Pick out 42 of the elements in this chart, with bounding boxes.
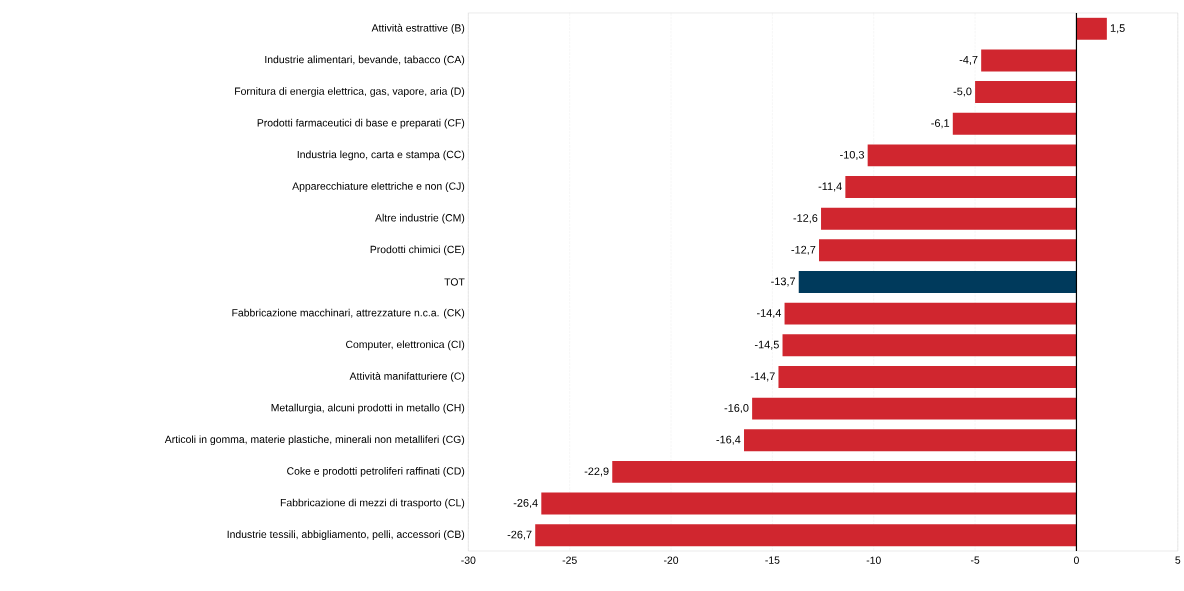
y-tick-label: TOT xyxy=(444,278,465,286)
x-tick-label: -20 xyxy=(663,556,679,564)
y-tick-label: Prodotti farmaceutici di base e preparati (CF) xyxy=(257,118,465,129)
y-tick-label: Industria legno, carta e stampa (CC) xyxy=(297,150,465,161)
x-tick-label: 0 xyxy=(1073,556,1079,564)
y-tick-label: Metallurgia, alcuni prodotti in metallo (CH) xyxy=(271,403,465,414)
x-tick-label: -5 xyxy=(970,556,980,564)
data-label: -26,7 xyxy=(507,530,532,540)
y-tick-label: Industrie tessili, abbigliamento, pelli, accessori (CB) xyxy=(227,530,465,541)
data-label: -5,0 xyxy=(953,87,972,97)
y-tick-label: Fabbricazione di mezzi di trasporto (CL) xyxy=(280,498,465,509)
y-tick-label: Fornitura di energia elettrica, gas, vapore, aria (D) xyxy=(235,87,465,97)
data-label: -12,7 xyxy=(791,245,816,255)
data-label: 1,5 xyxy=(1110,24,1125,34)
y-tick-label: Attività manifatturiere (C) xyxy=(349,372,465,382)
data-label: -6,1 xyxy=(931,119,950,129)
y-tick-label: Articoli in gomma, materie plastiche, minerali non metalliferi (CG) xyxy=(164,435,465,446)
data-label: -12,6 xyxy=(793,214,818,224)
data-label: -14,4 xyxy=(756,309,782,319)
y-tick-label: Attività estrattive (B) xyxy=(371,23,465,34)
x-tick-label: -10 xyxy=(866,556,881,564)
data-label: -16,4 xyxy=(716,435,741,445)
data-label: -14,7 xyxy=(750,372,775,382)
y-tick-label: Industrie alimentari, bevande, tabacco (CA) xyxy=(265,55,465,66)
x-tick-label: -30 xyxy=(461,556,476,564)
y-tick-label: Fabbricazione macchinari, attrezzature n.c.a. (CK) xyxy=(232,308,465,319)
data-label: -16,0 xyxy=(724,404,749,414)
data-label: -14,5 xyxy=(754,340,779,350)
x-tick-label: -15 xyxy=(765,556,780,564)
data-label: -26,4 xyxy=(513,499,538,509)
y-tick-label: Prodotti chimici (CE) xyxy=(370,245,465,256)
y-tick-label: Coke e prodotti petroliferi raffinati (CD) xyxy=(287,467,465,477)
y-tick-label: Apparecchiature elettriche e non (CJ) xyxy=(292,182,465,192)
y-tick-label: Altre industrie (CM) xyxy=(375,213,465,224)
x-tick-label: 5 xyxy=(1175,556,1181,564)
data-label: -10,3 xyxy=(840,150,864,160)
data-label: -22,9 xyxy=(584,467,609,477)
data-label: -13,7 xyxy=(771,277,796,287)
data-label: -11,4 xyxy=(818,182,842,192)
data-label: -4,7 xyxy=(959,56,978,65)
x-tick-label: -25 xyxy=(562,556,577,564)
y-tick-label: Computer, elettronica (CI) xyxy=(346,340,465,351)
